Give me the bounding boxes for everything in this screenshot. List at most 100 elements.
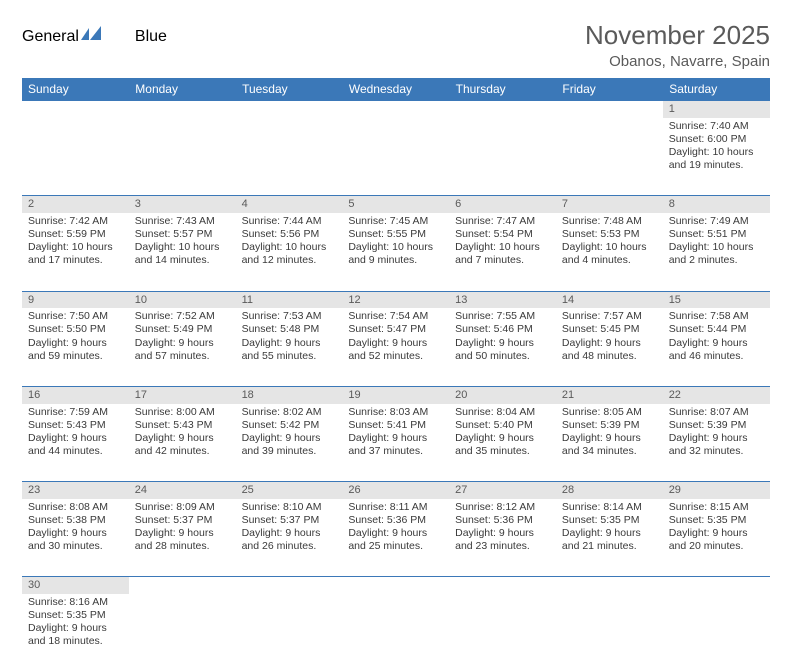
day-detail-row: Sunrise: 8:08 AMSunset: 5:38 PM Daylight:… (22, 499, 770, 577)
day-detail-row: Sunrise: 7:59 AMSunset: 5:43 PMDaylight:… (22, 404, 770, 482)
logo: General Blue (22, 20, 167, 47)
sunset-text: Sunset: 5:38 PM (28, 514, 123, 527)
day-cell (236, 594, 343, 672)
day-cell (342, 118, 449, 196)
day-number-row: 2345678 (22, 196, 770, 213)
daylight-text: Daylight: 9 hours and 39 minutes. (242, 432, 337, 458)
daylight-text: Daylight: 10 hours and 7 minutes. (455, 241, 550, 267)
day-number (342, 577, 449, 594)
day-cell (449, 594, 556, 672)
daylight-text: Daylight: 9 hours and 44 minutes. (28, 432, 123, 458)
day-cell: Sunrise: 8:16 AMSunset: 5:35 PMDaylight:… (22, 594, 129, 672)
weekday-header: Friday (556, 78, 663, 101)
daylight-text: Daylight: 9 hours and 21 minutes. (562, 527, 657, 553)
day-number: 7 (556, 196, 663, 213)
day-number (449, 101, 556, 118)
sunrise-text: Sunrise: 7:59 AM (28, 406, 123, 419)
day-cell (129, 118, 236, 196)
day-detail-row: Sunrise: 8:16 AMSunset: 5:35 PMDaylight:… (22, 594, 770, 672)
day-cell: Sunrise: 8:09 AMSunset: 5:37 PMDaylight:… (129, 499, 236, 577)
sunrise-text: Sunrise: 7:42 AM (28, 215, 123, 228)
sunrise-text: Sunrise: 7:49 AM (669, 215, 764, 228)
day-number: 2 (22, 196, 129, 213)
daylight-text: Daylight: 9 hours and 35 minutes. (455, 432, 550, 458)
sunset-text: Sunset: 5:39 PM (562, 419, 657, 432)
day-number (556, 101, 663, 118)
daylight-text: Daylight: 9 hours and 46 minutes. (669, 337, 764, 363)
sunrise-text: Sunrise: 7:53 AM (242, 310, 337, 323)
day-number (22, 101, 129, 118)
day-cell: Sunrise: 8:07 AMSunset: 5:39 PMDaylight:… (663, 404, 770, 482)
day-cell: Sunrise: 8:00 AMSunset: 5:43 PMDaylight:… (129, 404, 236, 482)
title-block: November 2025 Obanos, Navarre, Spain (585, 20, 770, 70)
sunset-text: Sunset: 5:40 PM (455, 419, 550, 432)
sunrise-text: Sunrise: 7:50 AM (28, 310, 123, 323)
weekday-header: Tuesday (236, 78, 343, 101)
logo-text-blue: Blue (103, 28, 167, 46)
daylight-text: Daylight: 10 hours and 9 minutes. (348, 241, 443, 267)
sunrise-text: Sunrise: 8:10 AM (242, 501, 337, 514)
day-number (449, 577, 556, 594)
day-number: 1 (663, 101, 770, 118)
sunrise-text: Sunrise: 8:16 AM (28, 596, 123, 609)
day-number: 20 (449, 386, 556, 403)
day-number: 17 (129, 386, 236, 403)
daylight-text: Daylight: 9 hours and 48 minutes. (562, 337, 657, 363)
sunset-text: Sunset: 5:42 PM (242, 419, 337, 432)
daylight-text: Daylight: 10 hours and 17 minutes. (28, 241, 123, 267)
day-cell: Sunrise: 8:15 AMSunset: 5:35 PMDaylight:… (663, 499, 770, 577)
sunrise-text: Sunrise: 7:57 AM (562, 310, 657, 323)
day-number (129, 101, 236, 118)
sunset-text: Sunset: 5:45 PM (562, 323, 657, 336)
day-number: 15 (663, 291, 770, 308)
day-number (129, 577, 236, 594)
day-number: 23 (22, 482, 129, 499)
daylight-text: Daylight: 9 hours and 18 minutes. (28, 622, 123, 648)
sunrise-text: Sunrise: 8:00 AM (135, 406, 230, 419)
day-detail-row: Sunrise: 7:50 AMSunset: 5:50 PMDaylight:… (22, 308, 770, 386)
day-number: 13 (449, 291, 556, 308)
sunset-text: Sunset: 5:56 PM (242, 228, 337, 241)
day-number: 16 (22, 386, 129, 403)
sunset-text: Sunset: 5:35 PM (562, 514, 657, 527)
daylight-text: Daylight: 9 hours and 34 minutes. (562, 432, 657, 458)
calendar-page: General Blue November 2025 Obanos, Navar… (0, 0, 792, 672)
day-detail-row: Sunrise: 7:40 AMSunset: 6:00 PMDaylight:… (22, 118, 770, 196)
day-cell (449, 118, 556, 196)
day-cell: Sunrise: 8:03 AMSunset: 5:41 PMDaylight:… (342, 404, 449, 482)
day-cell: Sunrise: 7:55 AMSunset: 5:46 PMDaylight:… (449, 308, 556, 386)
sunset-text: Sunset: 5:47 PM (348, 323, 443, 336)
day-number: 24 (129, 482, 236, 499)
weekday-header: Sunday (22, 78, 129, 101)
daylight-text: Daylight: 10 hours and 2 minutes. (669, 241, 764, 267)
day-cell (129, 594, 236, 672)
daylight-text: Daylight: 9 hours and 25 minutes. (348, 527, 443, 553)
day-cell (556, 594, 663, 672)
sunrise-text: Sunrise: 7:43 AM (135, 215, 230, 228)
day-number: 27 (449, 482, 556, 499)
daylight-text: Daylight: 10 hours and 4 minutes. (562, 241, 657, 267)
daylight-text: Daylight: 9 hours and 57 minutes. (135, 337, 230, 363)
day-cell: Sunrise: 8:14 AMSunset: 5:35 PMDaylight:… (556, 499, 663, 577)
day-number: 18 (236, 386, 343, 403)
sunset-text: Sunset: 5:59 PM (28, 228, 123, 241)
day-cell: Sunrise: 8:10 AMSunset: 5:37 PMDaylight:… (236, 499, 343, 577)
weekday-header-row: SundayMondayTuesdayWednesdayThursdayFrid… (22, 78, 770, 101)
daylight-text: Daylight: 9 hours and 32 minutes. (669, 432, 764, 458)
daylight-text: Daylight: 9 hours and 20 minutes. (669, 527, 764, 553)
day-number-row: 30 (22, 577, 770, 594)
day-cell (663, 594, 770, 672)
day-cell: Sunrise: 7:50 AMSunset: 5:50 PMDaylight:… (22, 308, 129, 386)
sunrise-text: Sunrise: 7:54 AM (348, 310, 443, 323)
daylight-text: Daylight: 9 hours and 52 minutes. (348, 337, 443, 363)
sunrise-text: Sunrise: 8:08 AM (28, 501, 123, 514)
daylight-text: Daylight: 10 hours and 12 minutes. (242, 241, 337, 267)
day-cell: Sunrise: 8:11 AMSunset: 5:36 PMDaylight:… (342, 499, 449, 577)
daylight-text: Daylight: 9 hours and 37 minutes. (348, 432, 443, 458)
header: General Blue November 2025 Obanos, Navar… (22, 20, 770, 70)
day-cell: Sunrise: 7:42 AMSunset: 5:59 PMDaylight:… (22, 213, 129, 291)
sunrise-text: Sunrise: 8:14 AM (562, 501, 657, 514)
day-detail-row: Sunrise: 7:42 AMSunset: 5:59 PMDaylight:… (22, 213, 770, 291)
day-number: 10 (129, 291, 236, 308)
sunrise-text: Sunrise: 7:52 AM (135, 310, 230, 323)
